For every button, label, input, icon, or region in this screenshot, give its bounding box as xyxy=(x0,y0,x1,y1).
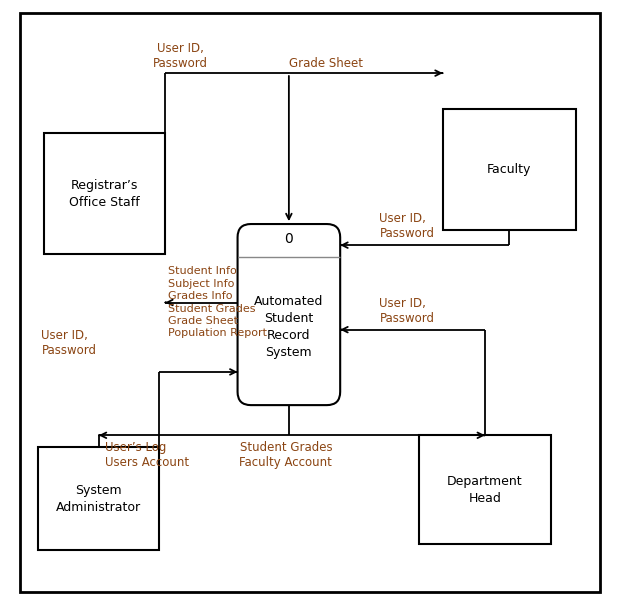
Text: User ID,
Password: User ID, Password xyxy=(42,329,96,357)
Text: Faculty: Faculty xyxy=(487,163,531,176)
Text: Student Info
Subject Info
Grades Info
Student Grades
Grade Sheet
Population Repo: Student Info Subject Info Grades Info St… xyxy=(168,266,267,339)
Bar xyxy=(443,110,575,230)
Bar xyxy=(418,435,551,544)
Text: User’s Log
Users Account: User’s Log Users Account xyxy=(105,441,189,469)
Text: 0: 0 xyxy=(285,232,293,246)
Text: System
Administrator: System Administrator xyxy=(56,483,141,514)
Text: Registrar’s
Office Staff: Registrar’s Office Staff xyxy=(69,179,140,209)
Bar xyxy=(38,447,159,550)
Text: Student Grades
Faculty Account: Student Grades Faculty Account xyxy=(239,441,332,469)
Text: Automated
Student
Record
System: Automated Student Record System xyxy=(254,295,324,359)
Text: Department
Head: Department Head xyxy=(447,474,523,505)
Text: Grade Sheet: Grade Sheet xyxy=(289,57,363,70)
Text: User ID,
Password: User ID, Password xyxy=(153,42,208,70)
FancyBboxPatch shape xyxy=(237,224,340,405)
Text: User ID,
Password: User ID, Password xyxy=(379,212,435,240)
Bar xyxy=(45,134,165,254)
Text: User ID,
Password: User ID, Password xyxy=(379,297,435,325)
